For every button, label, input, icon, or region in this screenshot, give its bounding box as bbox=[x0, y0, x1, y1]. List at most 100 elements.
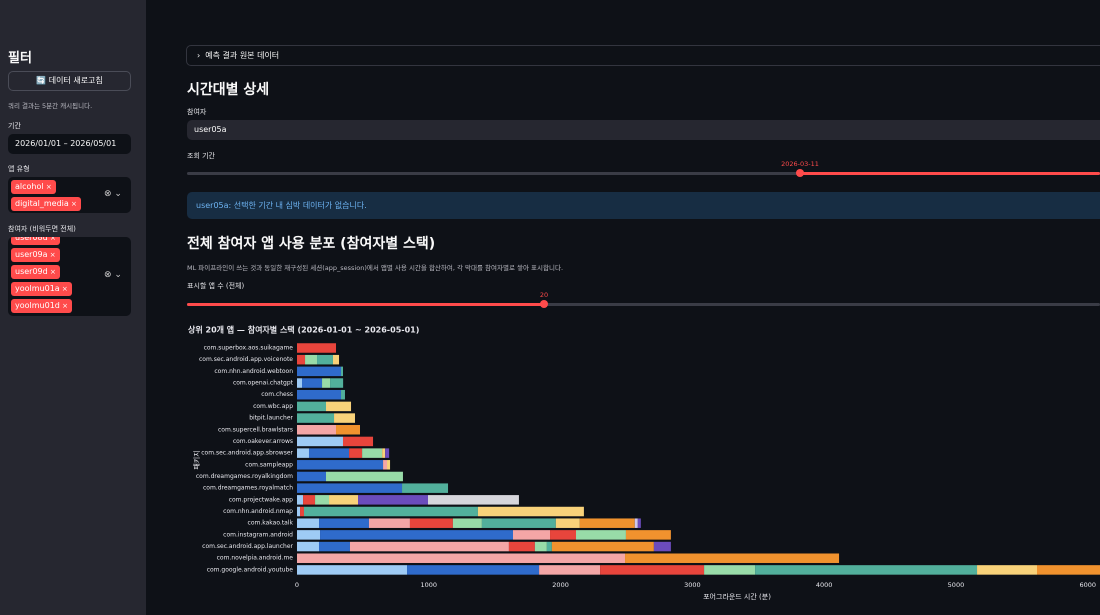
bar-segment bbox=[297, 448, 309, 458]
slider-fill bbox=[187, 303, 544, 306]
select-controls[interactable]: ⊗ ⌄ bbox=[104, 189, 122, 199]
bar-segment bbox=[317, 354, 333, 365]
x-tick-label: 6000 bbox=[1079, 581, 1096, 589]
expander[interactable]: › 예측 결과 원본 데이터 bbox=[186, 45, 1100, 66]
bar-segment bbox=[349, 541, 509, 552]
bar-segment bbox=[297, 530, 321, 540]
y-tick-label: com.sampleapp bbox=[245, 461, 293, 468]
bar-segment bbox=[539, 565, 601, 575]
y-tick-label: com.kakao.talk bbox=[248, 520, 294, 527]
y-tick-label: com.oakever.arrows bbox=[233, 438, 293, 445]
slider-value: 20 bbox=[539, 291, 549, 299]
bar-segment bbox=[407, 565, 540, 575]
bar-segment bbox=[704, 565, 756, 575]
bar-segment bbox=[625, 530, 671, 540]
bar-segment bbox=[634, 518, 638, 528]
x-tick-label: 4000 bbox=[816, 581, 833, 589]
y-tick-label: com.superbox.aos.suikagame bbox=[204, 345, 294, 352]
bar-segment bbox=[322, 378, 331, 388]
bar-segment bbox=[534, 541, 547, 552]
bar-segment bbox=[330, 378, 344, 388]
x-tick-label: 5000 bbox=[948, 581, 965, 589]
y-tick-label: com.supercell.brawlstars bbox=[218, 426, 293, 433]
participant-label: 참여자 bbox=[187, 108, 207, 116]
tag[interactable]: user09d bbox=[11, 265, 60, 279]
y-tick-label: com.novelpia.android.me bbox=[217, 555, 294, 562]
bar-segment bbox=[341, 389, 345, 400]
bar-segment bbox=[297, 354, 306, 365]
y-tick-label: bitpit.launcher bbox=[249, 415, 293, 422]
y-tick-label: com.sec.android.app.voicenote bbox=[199, 356, 293, 363]
app-type-select[interactable]: alcohol digital_media ⊗ ⌄ bbox=[8, 177, 131, 213]
bar-segment bbox=[302, 378, 323, 388]
participants-select[interactable]: user08d user09a user09d yoolmu01a yoolmu… bbox=[8, 237, 131, 316]
bar-segment bbox=[297, 471, 326, 482]
tag[interactable]: user09a bbox=[11, 248, 60, 262]
bar-segment bbox=[600, 565, 705, 575]
bar-segment bbox=[402, 483, 449, 493]
participant-select[interactable]: user05a bbox=[187, 120, 1100, 140]
refresh-button[interactable]: 🔄 데이터 새로고침 bbox=[8, 71, 131, 91]
y-tick-label: com.google.android.youtube bbox=[207, 566, 294, 573]
bar-segment bbox=[653, 541, 671, 552]
bar-segment bbox=[551, 541, 654, 552]
tag[interactable]: alcohol bbox=[11, 180, 56, 194]
bar-segment bbox=[297, 389, 342, 400]
period-input[interactable]: 2026/01/01 – 2026/05/01 bbox=[8, 134, 131, 154]
caption: ML 파이프라인이 쓰는 것과 동일한 재구성된 세션(app_session)… bbox=[187, 264, 564, 272]
y-tick-label: com.instagram.android bbox=[223, 531, 293, 538]
bar-segment bbox=[477, 506, 584, 517]
bar-segment bbox=[427, 495, 519, 505]
bar-segment bbox=[546, 541, 552, 552]
bar-segment bbox=[332, 354, 340, 365]
bar-segment bbox=[297, 506, 301, 517]
select-controls[interactable]: ⊗ ⌄ bbox=[104, 270, 122, 280]
slider-handle[interactable] bbox=[796, 169, 804, 177]
period-label: 기간 bbox=[8, 122, 21, 130]
y-tick-label: com.dreamgames.royalkingdom bbox=[196, 473, 293, 480]
bar-segment bbox=[625, 553, 840, 563]
y-tick-label: com.sec.android.app.sbrowser bbox=[201, 450, 293, 457]
tag[interactable]: digital_media bbox=[11, 197, 81, 211]
tag[interactable]: user08d bbox=[11, 237, 60, 245]
chart-title: 상위 20개 앱 — 참여자별 스택 (2026-01-01 ~ 2026-05… bbox=[188, 325, 419, 335]
bar-segment bbox=[637, 518, 641, 528]
bar-segment bbox=[305, 354, 318, 365]
bar-segment bbox=[325, 401, 352, 412]
bar-segment bbox=[336, 425, 360, 435]
cache-note: 쿼리 결과는 5분간 캐시됩니다. bbox=[8, 102, 93, 110]
x-tick-label: 3000 bbox=[684, 581, 701, 589]
app-count-label: 표시할 앱 수 (전체) bbox=[187, 282, 245, 290]
tag[interactable]: yoolmu01d bbox=[11, 299, 72, 313]
expander-label: 예측 결과 원본 데이터 bbox=[205, 51, 280, 60]
bar-segment bbox=[555, 518, 580, 528]
bar-segment bbox=[383, 460, 388, 470]
bar-segment bbox=[297, 460, 384, 470]
y-tick-label: com.dreamgames.royalmatch bbox=[203, 485, 293, 492]
bar-segment bbox=[329, 495, 359, 505]
y-tick-label: com.chess bbox=[261, 391, 293, 398]
bar-segment bbox=[382, 448, 386, 458]
y-axis-title: 패키지 bbox=[192, 450, 201, 469]
bar-segment bbox=[409, 518, 453, 528]
bar-segment bbox=[297, 366, 342, 377]
bar-segment bbox=[297, 495, 304, 505]
y-tick-label: com.sec.android.app.launcher bbox=[202, 543, 293, 550]
bar-segment bbox=[452, 518, 482, 528]
x-tick-label: 0 bbox=[295, 581, 299, 589]
app-type-label: 앱 유형 bbox=[8, 165, 30, 173]
slider-handle[interactable] bbox=[540, 300, 548, 308]
info-box: user05a: 선택한 기간 내 심박 데이터가 없습니다. bbox=[187, 192, 1100, 219]
bar-segment bbox=[297, 518, 320, 528]
bar-segment bbox=[362, 448, 383, 458]
participants-label: 참여자 (비워두면 전체) bbox=[8, 225, 76, 233]
bar-segment bbox=[303, 506, 478, 517]
slider-fill bbox=[800, 172, 1100, 175]
y-tick-label: com.nhn.android.webtoon bbox=[214, 368, 293, 375]
y-tick-label: com.nhn.android.nmap bbox=[223, 508, 293, 515]
bar-segment bbox=[358, 495, 428, 505]
bar-segment bbox=[303, 495, 316, 505]
bar-segment bbox=[579, 518, 635, 528]
tag[interactable]: yoolmu01a bbox=[11, 282, 72, 296]
bar-segment bbox=[1037, 565, 1100, 575]
